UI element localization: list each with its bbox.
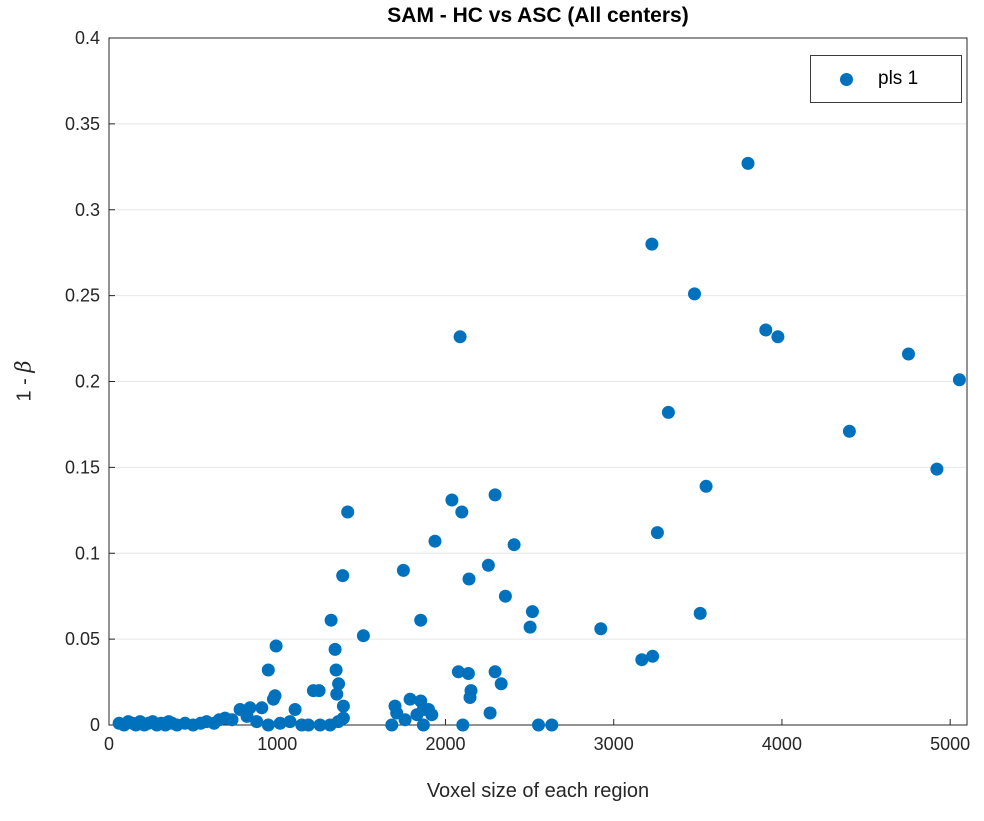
scatter-point [507, 538, 521, 552]
scatter-point [329, 663, 343, 677]
scatter-point [842, 424, 856, 438]
scatter-point [525, 605, 539, 619]
scatter-point [428, 534, 442, 548]
y-tick-label: 0.25 [65, 286, 100, 306]
x-tick-label: 2000 [425, 734, 465, 754]
scatter-point [416, 718, 430, 732]
scatter-point [283, 715, 297, 729]
scatter-point [488, 665, 502, 679]
x-tick-label: 5000 [930, 734, 970, 754]
x-tick-label: 4000 [762, 734, 802, 754]
tick-labels: 0 1000 2000 3000 4000 5000 0 0.05 0.1 0.15 0.2 0.25… [65, 28, 970, 754]
scatter-point [455, 505, 469, 519]
y-tick-label: 0.15 [65, 457, 100, 477]
scatter-point [225, 713, 239, 727]
scatter-point [301, 718, 315, 732]
scatter-point [902, 347, 915, 361]
scatter-point [699, 479, 713, 493]
scatter-point [313, 718, 327, 732]
scatter-point [445, 493, 459, 507]
scatter-point [461, 667, 475, 680]
gridlines [110, 123, 966, 640]
scatter-point [414, 613, 428, 627]
scatter-point [456, 718, 470, 732]
legend-marker-dot [840, 72, 853, 86]
scatter-point [650, 526, 664, 540]
scatter-point [398, 713, 412, 727]
y-tick-label: 0.35 [65, 114, 100, 134]
scatter-point [396, 563, 410, 577]
scatter-point [594, 622, 608, 636]
scatter-point [250, 715, 264, 729]
scatter-point [688, 287, 701, 301]
scatter-point [336, 711, 350, 725]
scatter-point [483, 706, 497, 720]
scatter-point [545, 718, 559, 732]
scatter-point [312, 684, 326, 698]
y-tick-label: 0.1 [75, 543, 100, 563]
scatter-point [403, 692, 417, 706]
scatter-point [255, 701, 269, 715]
scatter-point [324, 613, 338, 627]
scatter-point [523, 620, 537, 634]
scatter-point [462, 572, 476, 586]
legend-series-label: pls 1 [878, 68, 919, 89]
x-tick-label: 1000 [257, 734, 297, 754]
x-tick-label: 3000 [594, 734, 634, 754]
scatter-point [488, 488, 502, 502]
scatter-point [243, 701, 257, 715]
y-tick-label: 0 [90, 715, 100, 735]
scatter-point [261, 718, 275, 732]
scatter-point [771, 330, 785, 344]
y-tick-label: 0.2 [75, 372, 100, 392]
scatter-point [741, 156, 755, 170]
scatter-point [464, 684, 478, 698]
x-tick-label: 0 [104, 734, 114, 754]
scatter-point [336, 569, 350, 583]
y-tick-label: 0.3 [75, 200, 100, 220]
scatter-point [693, 606, 707, 620]
scatter-point [269, 639, 283, 653]
scatter-point [494, 677, 508, 691]
scatter-point [268, 689, 282, 703]
scatter-point [288, 703, 302, 716]
x-axis-label: Voxel size of each region [426, 780, 650, 802]
scatter-point [451, 665, 465, 679]
scatter-point [273, 716, 287, 730]
scatter-point [330, 687, 344, 701]
y-tick-label: 0.4 [75, 28, 100, 48]
scatter-point [481, 558, 495, 572]
scatter-point [498, 589, 512, 603]
scatter-point [646, 649, 660, 663]
scatter-point [635, 653, 649, 667]
scatter-point [453, 330, 467, 344]
scatter-point [332, 677, 346, 691]
y-tick-label: 0.05 [65, 629, 100, 649]
chart-title: SAM - HC vs ASC (All centers) [387, 4, 689, 27]
legend: pls 1 [810, 55, 962, 103]
scatter-point [261, 663, 275, 677]
scatter-point [336, 699, 350, 713]
scatter-point [385, 718, 399, 732]
scatter-point [356, 629, 370, 643]
scatter-point [645, 237, 659, 251]
scatter-point [759, 323, 773, 337]
scatter-point [661, 405, 675, 419]
scatter-point [425, 708, 439, 722]
scatter-point [532, 718, 545, 732]
scatter-point [328, 642, 342, 656]
scatter-point [341, 505, 355, 519]
scatter-point [952, 373, 966, 387]
scatter-point [930, 462, 944, 476]
data-points [112, 156, 966, 732]
